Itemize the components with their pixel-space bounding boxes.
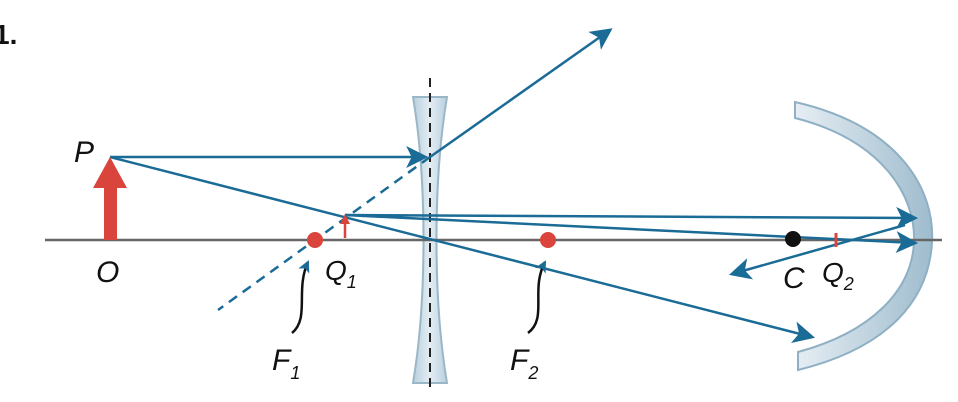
focal-point-f2 bbox=[540, 232, 556, 248]
focal-point-f1 bbox=[307, 232, 323, 248]
ray-through-lens-center bbox=[109, 155, 816, 343]
label-p: P bbox=[74, 136, 94, 169]
object-arrow-head bbox=[93, 157, 127, 188]
ray-diverged-up bbox=[429, 28, 613, 159]
figure-number: 1. bbox=[0, 19, 17, 50]
concave-mirror bbox=[794, 100, 934, 372]
image-q1-arrowhead bbox=[340, 214, 350, 224]
label-o: O bbox=[96, 256, 119, 289]
object-arrow-shaft bbox=[104, 185, 117, 240]
mirror-center-point bbox=[785, 231, 801, 247]
ray-q1-to-mirror-lower bbox=[344, 213, 919, 254]
f1-pointer bbox=[291, 260, 310, 334]
label-q2: Q2 bbox=[822, 257, 854, 294]
label-f1: F1 bbox=[272, 344, 300, 383]
label-f2: F2 bbox=[510, 344, 538, 383]
label-c: C bbox=[783, 262, 805, 295]
ray-q1-to-mirror-parallel bbox=[344, 206, 919, 229]
ray-reflected bbox=[728, 223, 906, 280]
f2-pointer bbox=[527, 260, 547, 334]
label-q1: Q1 bbox=[325, 255, 357, 292]
ray-virtual-extension bbox=[217, 155, 431, 312]
